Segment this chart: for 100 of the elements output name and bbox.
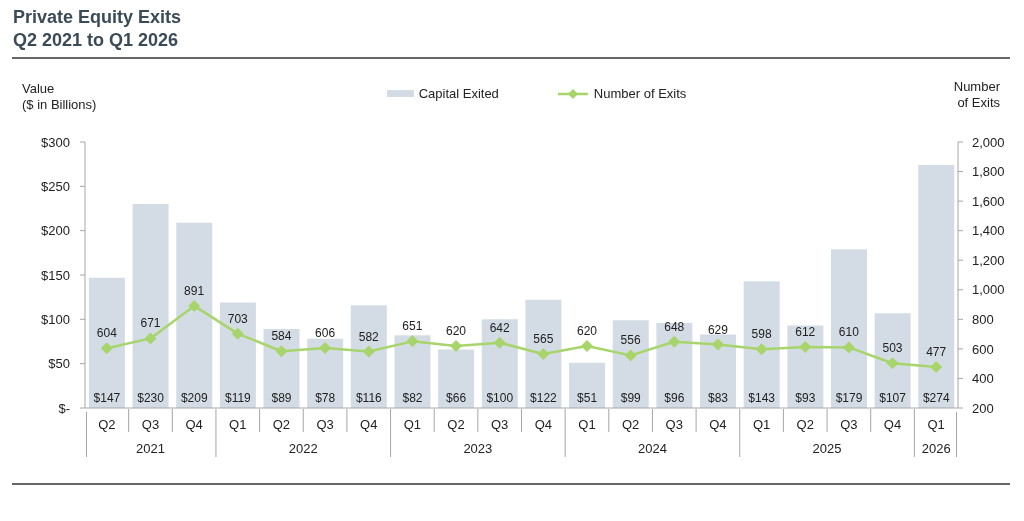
- data-label: 503: [882, 341, 903, 356]
- y-tick-label: $100: [41, 311, 70, 327]
- data-label: $66: [446, 391, 467, 405]
- data-label: 606: [315, 326, 336, 340]
- bar: [481, 319, 518, 408]
- point: [842, 341, 855, 354]
- data-label: 703: [227, 311, 249, 326]
- data-label: 629: [707, 322, 729, 337]
- bar: [88, 277, 125, 408]
- y2-axis-title: Number of Exits: [953, 79, 1000, 111]
- data-label: $96: [664, 391, 685, 405]
- data-label: 582: [358, 329, 380, 344]
- data-label: $82: [402, 391, 423, 405]
- y-tick-label: $200: [41, 223, 70, 239]
- point: [275, 345, 288, 358]
- data-label: 671: [140, 316, 161, 331]
- bar: [612, 320, 649, 408]
- point: [100, 342, 113, 355]
- data-label: $93: [795, 391, 816, 405]
- bar: [656, 322, 693, 408]
- data-label: $122: [530, 391, 558, 405]
- data-label: $209: [180, 391, 208, 405]
- data-label: 642: [489, 320, 511, 335]
- y2-tick-label: 1,400: [972, 223, 1005, 239]
- data-label: 620: [576, 323, 598, 338]
- bar: [350, 305, 387, 408]
- data-label: $51: [577, 391, 598, 405]
- data-label: $147: [93, 391, 121, 405]
- y-tick-label: $50: [48, 356, 70, 372]
- y-tick-label: $150: [41, 267, 70, 283]
- y2-tick-label: 1,200: [972, 252, 1005, 268]
- y2-tick-label: 400: [972, 371, 994, 387]
- bar: [438, 349, 475, 408]
- y-axis-title: Value ($ in Billions): [22, 81, 97, 113]
- data-label: $230: [137, 391, 165, 405]
- bar: [874, 313, 911, 408]
- data-label: 651: [402, 319, 423, 334]
- y-tick-label: $-: [58, 400, 70, 416]
- y-tick-label: $300: [41, 134, 70, 150]
- bar: [525, 299, 562, 408]
- data-label: $179: [835, 391, 863, 405]
- point: [580, 339, 593, 352]
- point: [624, 349, 637, 362]
- y2-tick-label: 600: [972, 341, 994, 357]
- point: [668, 335, 681, 348]
- data-label: 620: [446, 323, 467, 338]
- point: [231, 327, 244, 340]
- point: [144, 332, 157, 345]
- data-label: $100: [486, 391, 514, 405]
- point: [493, 336, 506, 349]
- data-label: $89: [271, 391, 292, 405]
- data-label: $107: [879, 391, 907, 405]
- point: [537, 348, 550, 361]
- bar: [830, 249, 867, 408]
- bar: [176, 222, 213, 408]
- data-label: $78: [315, 391, 336, 405]
- data-label: $119: [224, 391, 252, 405]
- bar: [394, 335, 431, 408]
- data-label: 556: [620, 333, 641, 348]
- data-label: 598: [751, 327, 772, 342]
- y2-tick-label: 200: [972, 400, 994, 416]
- point: [362, 345, 375, 358]
- legend-label: Capital Exited: [418, 86, 499, 101]
- y-tick-label: $250: [41, 178, 70, 194]
- point: [711, 338, 724, 351]
- point: [930, 361, 943, 374]
- data-label: 891: [184, 283, 205, 298]
- point: [450, 339, 463, 352]
- data-label: 612: [795, 325, 816, 340]
- y2-tick-label: 2,000: [972, 134, 1005, 150]
- data-label: $99: [620, 391, 642, 405]
- point: [319, 342, 332, 354]
- bar: [569, 362, 606, 408]
- bar: [307, 338, 344, 408]
- bar: [918, 165, 955, 408]
- data-label: 604: [96, 326, 118, 341]
- data-label: $274: [922, 391, 950, 405]
- point: [188, 299, 201, 312]
- bar: [700, 334, 737, 408]
- y2-tick-label: 800: [972, 311, 994, 327]
- bar: [219, 302, 256, 408]
- point: [886, 357, 899, 370]
- bar: [743, 281, 780, 408]
- data-label: $143: [748, 391, 776, 405]
- y2-tick-label: 1,000: [972, 282, 1005, 298]
- chart-subtitle: Q2 2021 to Q1 2026: [13, 29, 180, 52]
- data-label: 584: [271, 329, 292, 344]
- data-label: $83: [708, 391, 729, 405]
- point: [406, 335, 419, 348]
- chart-title: Private Equity Exits: [13, 6, 182, 29]
- point: [755, 343, 768, 356]
- legend-label: Number of Exits: [593, 86, 687, 101]
- data-label: 610: [838, 325, 860, 340]
- bar: [132, 204, 169, 408]
- data-label: $116: [355, 391, 383, 405]
- data-label: 477: [926, 345, 947, 360]
- y2-tick-label: 1,600: [972, 193, 1005, 209]
- data-label: 648: [664, 319, 685, 334]
- y2-tick-label: 1,800: [972, 164, 1005, 180]
- data-label: 565: [533, 332, 554, 347]
